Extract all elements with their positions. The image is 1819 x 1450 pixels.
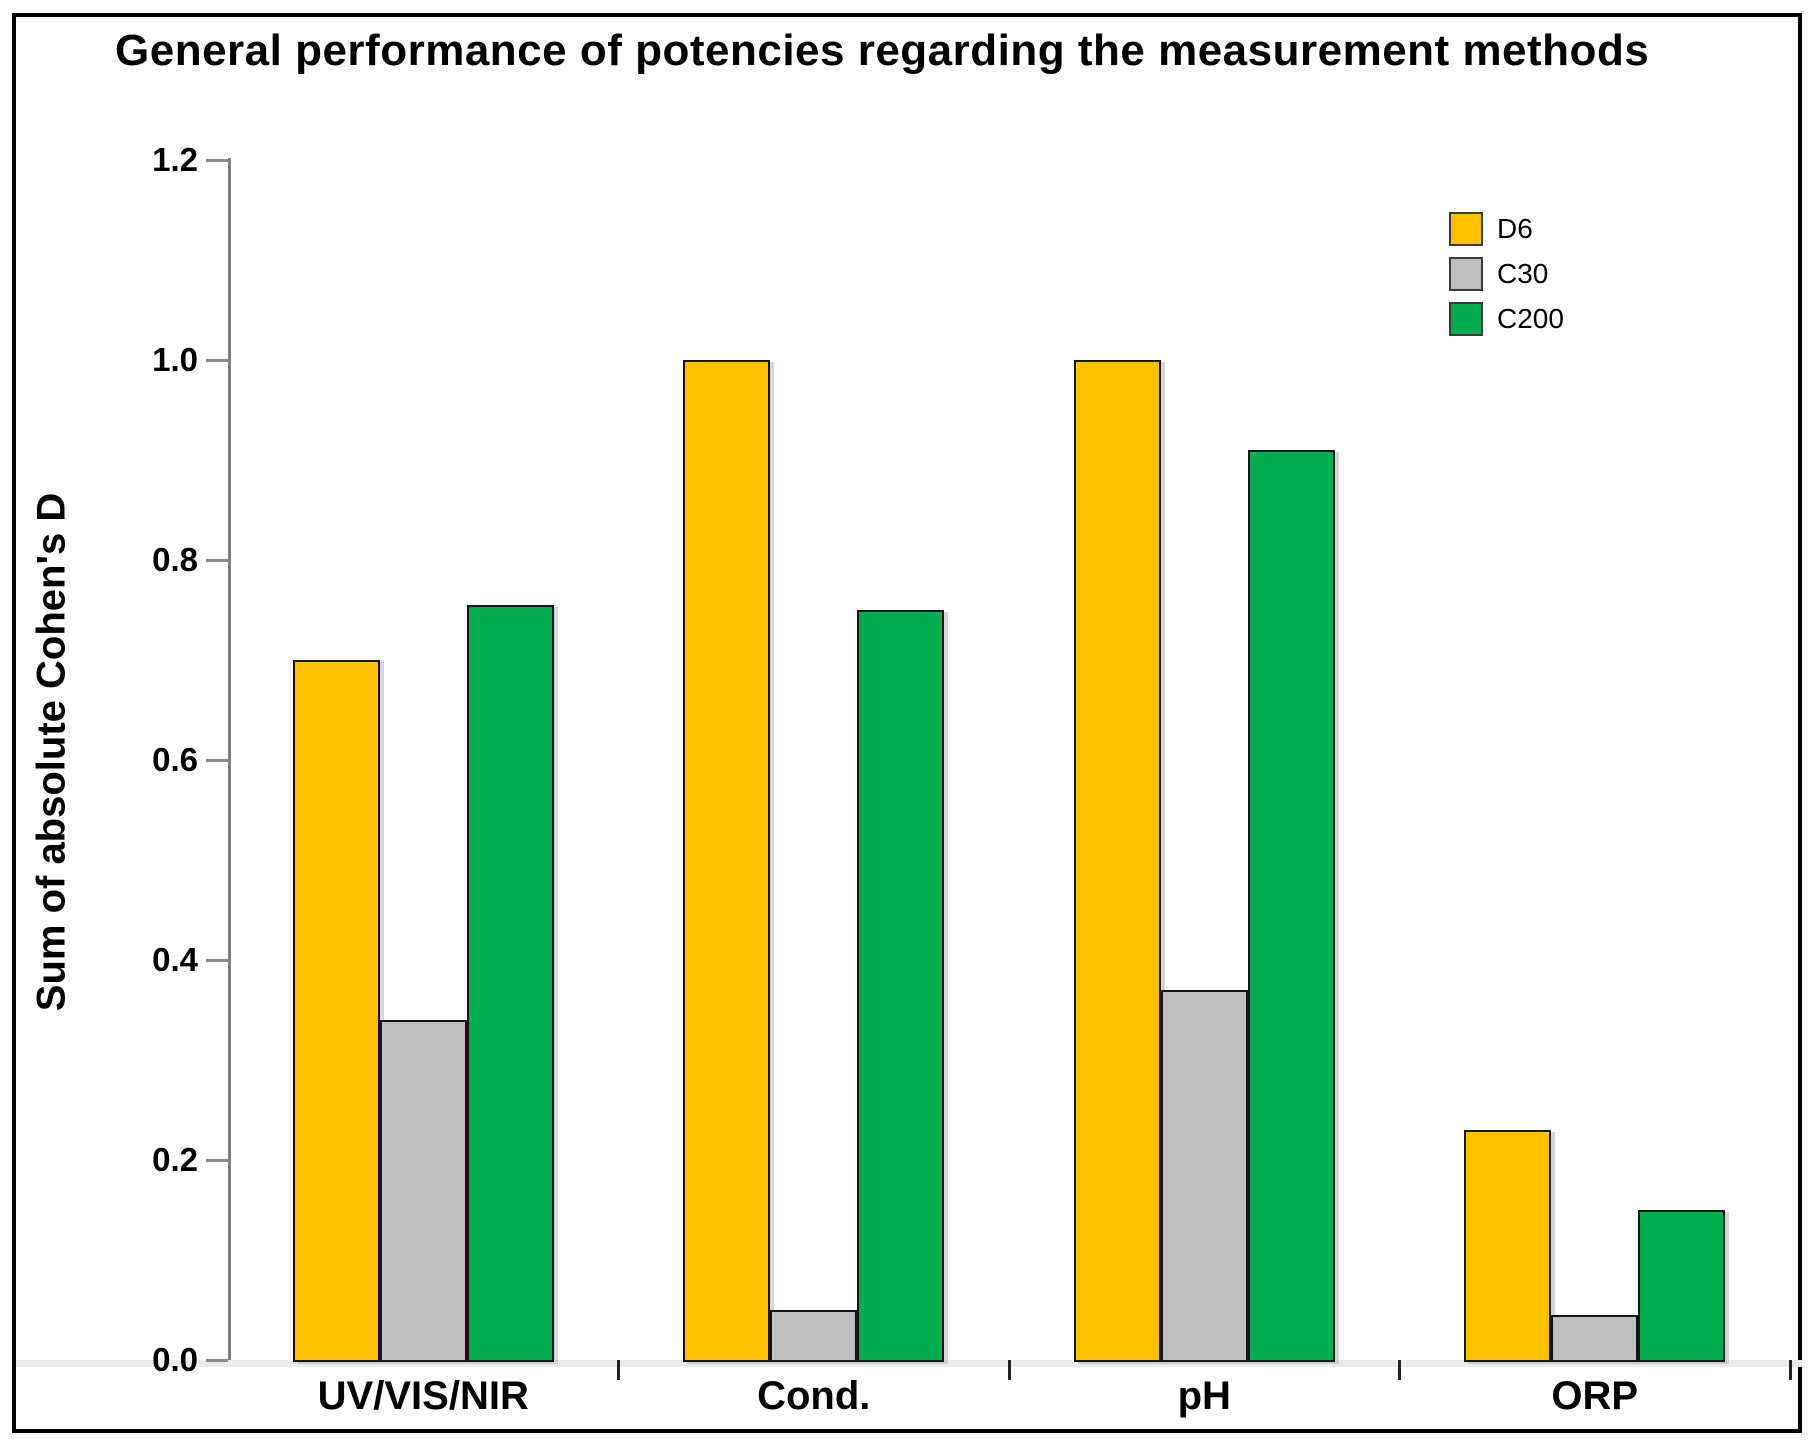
x-axis-baseline (16, 1360, 1802, 1367)
y-tick-label: 0.2 (152, 1141, 198, 1178)
y-tick-mark (206, 358, 228, 362)
x-tick-mark (1788, 1360, 1792, 1380)
y-axis-line (228, 158, 231, 1362)
x-category-label: pH (1177, 1374, 1231, 1418)
y-tick-mark (206, 1358, 228, 1362)
bar-D6-orp (1464, 1130, 1552, 1362)
y-tick-label: 1.0 (152, 341, 198, 378)
bar-D6-cond (683, 360, 771, 1362)
bar-C30-cond (770, 1310, 858, 1362)
bar-D6-uvvisnir (292, 660, 380, 1362)
legend-item-d6: D6 (1449, 212, 1564, 246)
chart-title: General performance of potencies regardi… (115, 26, 1650, 75)
x-category-label: UV/VIS/NIR (317, 1374, 529, 1418)
y-tick-label: 1.2 (152, 141, 198, 178)
legend-item-c200: C200 (1449, 302, 1564, 336)
legend-label: D6 (1497, 213, 1533, 244)
y-tick-mark (206, 558, 228, 562)
x-category-label: Cond. (757, 1374, 871, 1418)
y-tick-mark (206, 758, 228, 762)
legend-swatch-c200 (1449, 302, 1483, 336)
x-tick-mark (1007, 1360, 1011, 1380)
x-tick-mark (1398, 1360, 1401, 1380)
y-tick-mark (206, 958, 228, 962)
y-axis-title: Sum of absolute Cohen's D (29, 492, 74, 1012)
y-tick-label: 0.8 (152, 541, 198, 578)
bar-D6-ph (1073, 360, 1161, 1362)
bar-C200-cond (857, 610, 945, 1362)
legend-label: C30 (1497, 258, 1549, 289)
y-tick-label: 0.6 (152, 741, 198, 778)
bar-C30-ph (1160, 990, 1248, 1362)
x-category-label: ORP (1551, 1374, 1639, 1418)
bar-C200-uvvisnir (466, 605, 554, 1362)
y-tick-label: 0.4 (152, 941, 198, 978)
y-tick-label: 0.0 (152, 1341, 198, 1378)
bar-C200-ph (1247, 450, 1335, 1362)
x-tick-mark (617, 1360, 620, 1380)
legend-swatch-d6 (1449, 212, 1483, 246)
y-tick-mark (206, 158, 228, 162)
legend-swatch-c30 (1449, 257, 1483, 291)
legend-item-c30: C30 (1449, 257, 1564, 291)
legend: D6 C30 C200 (1449, 212, 1564, 347)
bar-C30-orp (1551, 1315, 1639, 1362)
y-tick-mark (206, 1158, 228, 1162)
legend-label: C200 (1497, 303, 1564, 334)
bar-C200-orp (1638, 1210, 1726, 1362)
bar-C30-uvvisnir (379, 1020, 467, 1362)
